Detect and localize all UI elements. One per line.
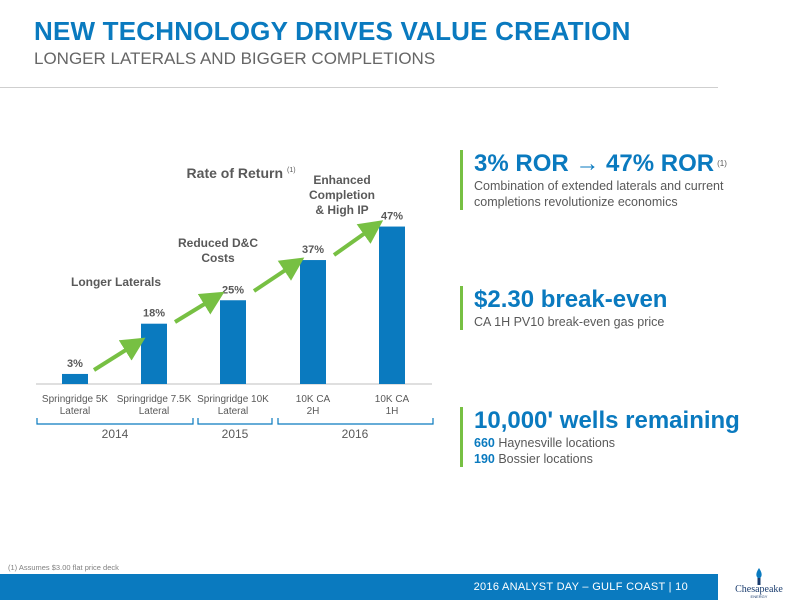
kpi-wells-line-1: 660 Haynesville locations (474, 435, 740, 451)
kpi-ror-desc-1: Combination of extended laterals and cur… (474, 179, 724, 193)
transition-label-3-line-1: Enhanced (313, 173, 370, 187)
transition-label-2-line-1: Reduced D&C (178, 236, 258, 250)
year-label-2: 2015 (222, 427, 249, 441)
bossier-label: Bossier locations (494, 452, 593, 466)
kpi-ror-heading: 3% ROR → 47% ROR (1) (474, 150, 727, 178)
rate-of-return-chart: Rate of Return (1)3%Springridge 5KLateral… (36, 165, 434, 441)
bar-value-label-2: 18% (143, 308, 165, 320)
kpi-breakeven: $2.30 break-even CA 1H PV10 break-even g… (460, 286, 667, 330)
page-subtitle: LONGER LATERALS AND BIGGER COMPLETIONS (34, 49, 436, 68)
kpi-wells-heading: 10,000' wells remaining (474, 407, 740, 434)
haynesville-count: 660 (474, 436, 495, 450)
year-bracket-3 (277, 418, 434, 425)
year-bracket-1 (36, 418, 194, 425)
x-tick-label-4-line-1: 10K CA (296, 394, 331, 405)
kpi-ror-to: 47% ROR (606, 150, 715, 177)
kpi-ror: 3% ROR → 47% ROR (1) Combination of exten… (460, 150, 727, 210)
x-tick-label-1-line-2: Lateral (60, 406, 91, 417)
x-tick-label-2-line-1: Springridge 7.5K (117, 394, 192, 405)
growth-arrow-4 (332, 220, 384, 257)
bar-value-label-5: 47% (381, 211, 403, 223)
page-title: NEW TECHNOLOGY DRIVES VALUE CREATION (34, 16, 631, 46)
x-tick-label-5-line-1: 10K CA (375, 394, 410, 405)
footer-text: 2016 ANALYST DAY – GULF COAST | 10 (473, 581, 688, 593)
year-bracket-2 (197, 418, 273, 425)
right-arrow-icon: → (575, 150, 600, 177)
kpi-wells: 10,000' wells remaining 660 Haynesville … (460, 407, 740, 467)
footer-bar: 2016 ANALYST DAY – GULF COAST | 10 (0, 574, 718, 600)
transition-label-1-line-1: Longer Laterals (71, 275, 161, 289)
chart-title-footnote-ref: (1) (287, 167, 296, 174)
year-label-3: 2016 (342, 427, 369, 441)
bar-1 (62, 373, 88, 384)
x-tick-label-2-line-2: Lateral (139, 406, 170, 417)
kpi-wells-line-2: 190 Bossier locations (474, 451, 740, 467)
chesapeake-logo: Chesapeake ENERGY (735, 568, 783, 599)
bar-value-label-3: 25% (222, 284, 244, 296)
growth-arrow-1 (92, 337, 146, 372)
header-divider (0, 87, 718, 88)
kpi-ror-from: 3% ROR (474, 150, 569, 177)
x-tick-label-3-line-2: Lateral (218, 406, 249, 417)
logo-flame-icon (756, 568, 762, 579)
year-label-1: 2014 (102, 427, 129, 441)
footnote: (1) Assumes $3.00 flat price deck (8, 563, 119, 572)
kpi-breakeven-heading: $2.30 break-even (474, 286, 668, 313)
kpi-breakeven-desc: CA 1H PV10 break-even gas price (474, 315, 665, 329)
transition-label-2-line-2: Costs (201, 251, 235, 265)
bossier-count: 190 (474, 452, 495, 466)
kpi-ror-desc-2: completions revolutionize economics (474, 195, 678, 209)
transition-label-3-line-2: Completion (309, 188, 375, 202)
logo-subtext: ENERGY (751, 594, 768, 599)
x-tick-label-3-line-1: Springridge 10K (197, 394, 269, 405)
haynesville-label: Haynesville locations (494, 436, 616, 450)
kpi-ror-footnote-ref: (1) (717, 159, 727, 168)
transition-label-3-line-3: & High IP (315, 203, 368, 217)
growth-arrow-3 (252, 257, 305, 293)
x-tick-label-1-line-1: Springridge 5K (42, 394, 108, 405)
bar-4 (300, 260, 326, 384)
x-tick-label-4-line-2: 2H (307, 406, 320, 417)
logo-wordmark: Chesapeake (735, 584, 783, 595)
bar-value-label-1: 3% (67, 358, 83, 370)
bar-3 (220, 300, 246, 384)
bar-2 (141, 323, 167, 384)
chart-title: Rate of Return (187, 165, 283, 181)
bar-value-label-4: 37% (302, 244, 324, 256)
x-tick-label-5-line-2: 1H (386, 406, 399, 417)
bar-5 (379, 226, 405, 384)
growth-arrow-2 (173, 291, 225, 324)
